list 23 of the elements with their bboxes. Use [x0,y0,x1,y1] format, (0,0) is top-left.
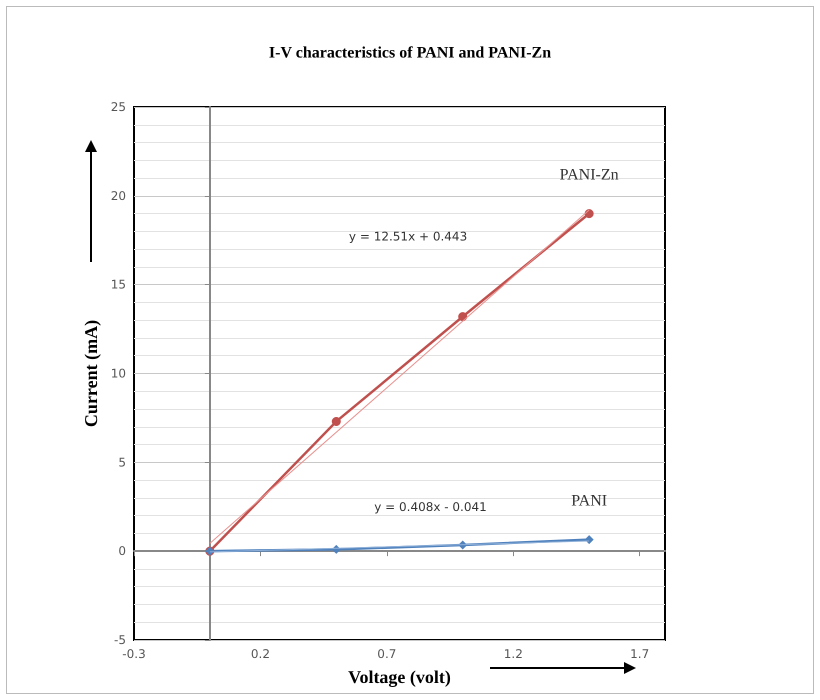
y-tick-label: 20 [110,188,126,203]
chart-title: I-V characteristics of PANI and PANI-Zn [268,44,552,62]
y-tick-label: 5 [118,455,126,470]
y-tick-label: 15 [110,278,126,292]
y-axis-title: Current (mA) [80,320,101,428]
x-tick-label: 1.2 [504,647,523,661]
series-label: PANI [571,492,608,510]
x-axis-title: Voltage (volt) [348,667,451,687]
y-tick-label: 25 [110,100,126,114]
point [584,209,594,218]
text: PANI-Zn [560,166,619,184]
y-tick-label: -5 [114,633,126,647]
point [332,416,341,426]
x-tick-label: 1.7 [630,647,650,661]
x-tick-label: 0.7 [377,647,396,661]
y-tick-label: 10 [110,366,126,380]
annotation: y = 0.408x - 0.041 [374,500,487,514]
x-tick-label: -0.3 [122,647,146,661]
point [458,312,468,322]
y-tick-label: 0 [118,544,126,558]
annotation: y = 12.51x + 0.443 [348,230,468,244]
x-tick-label: 0.2 [250,647,270,661]
point [584,535,594,544]
